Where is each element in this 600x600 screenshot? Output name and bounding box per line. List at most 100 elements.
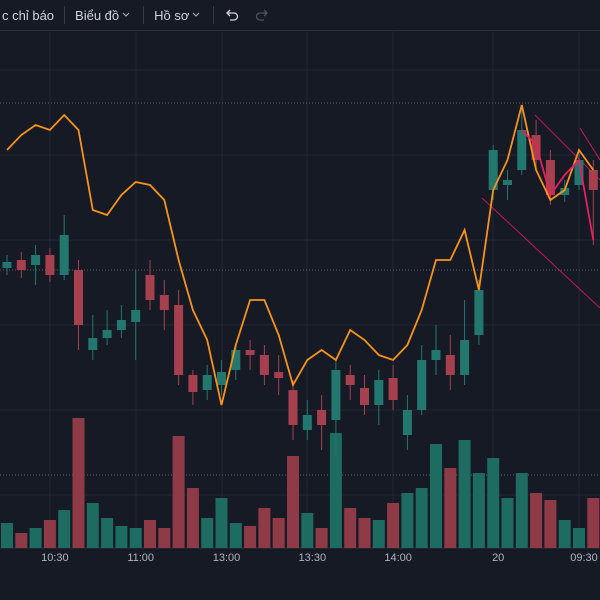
candle-body — [174, 305, 184, 375]
volume-bar — [301, 513, 314, 548]
candle-body — [374, 380, 384, 405]
indicator-line — [6, 104, 595, 406]
volume-bar — [415, 488, 428, 548]
volume-bar — [444, 468, 457, 548]
indicators-button[interactable]: c chỉ báo — [0, 0, 64, 30]
volume-bar — [501, 498, 514, 548]
separator — [143, 6, 145, 24]
candle-body — [202, 375, 212, 390]
trend-lines — [481, 114, 600, 309]
candle-body — [388, 378, 398, 400]
volume-bar — [201, 518, 214, 548]
volume-bar — [186, 488, 199, 548]
volume-bar — [387, 503, 400, 548]
volume-bar — [530, 493, 543, 548]
volume-bar — [86, 503, 99, 548]
label: Hồ sơ — [154, 7, 190, 23]
candle-body — [2, 262, 12, 268]
separator — [64, 6, 66, 24]
volume-bar — [515, 473, 528, 548]
candle-body — [545, 160, 555, 195]
candle-body — [74, 270, 83, 325]
candle-body — [503, 180, 512, 185]
candle-body — [16, 260, 26, 270]
volume-bar — [115, 526, 128, 548]
candle-body — [88, 338, 98, 350]
volume-bar — [587, 498, 600, 548]
volume-bar — [487, 458, 500, 548]
volume-bar — [229, 523, 242, 548]
volume-bar — [558, 520, 571, 548]
volume-bar — [287, 456, 299, 548]
chart: 10:30 11:00 13:00 13:30 14:00 20 09:30 — [0, 30, 600, 564]
candle-body — [116, 320, 126, 330]
undo[interactable] — [214, 0, 250, 30]
volume-bar — [401, 493, 414, 548]
candle-body — [145, 275, 155, 300]
volume-bar — [258, 508, 271, 548]
volume-bar — [244, 526, 257, 548]
chevron — [193, 12, 200, 17]
candle-body — [488, 150, 498, 190]
volume-bar — [344, 508, 357, 548]
candle-body — [331, 370, 341, 420]
candle-body — [159, 295, 169, 310]
candle-body — [131, 310, 141, 322]
candle-body — [517, 130, 527, 170]
x-tick-label: 11:00 — [127, 552, 154, 564]
candle-body — [188, 375, 198, 392]
candle-body — [245, 350, 255, 355]
volume-bar — [58, 510, 71, 548]
volume-bar — [29, 528, 42, 548]
redo[interactable] — [250, 0, 280, 30]
candle-body — [217, 372, 226, 385]
candle-body — [431, 350, 441, 360]
price-levels — [0, 102, 600, 476]
volume-bar — [1, 523, 13, 548]
x-tick-label: 20 — [492, 552, 504, 564]
volume-bar — [544, 500, 557, 548]
volume-bar — [72, 418, 85, 548]
x-tick-label: 13:00 — [213, 552, 241, 564]
volume-bar — [272, 518, 285, 548]
candle-body — [560, 188, 570, 195]
candle-body — [360, 388, 369, 405]
profile-menu[interactable]: Hồ sơ — [144, 0, 213, 30]
volume-bar — [472, 473, 485, 548]
volume-bar — [43, 520, 56, 548]
candle-body — [445, 355, 455, 375]
candle-body — [288, 390, 298, 425]
candle-body — [345, 375, 355, 385]
chart-menu[interactable]: Biểu đồ — [65, 0, 143, 30]
label: c chỉ báo — [2, 7, 55, 23]
toolbar: c chỉ báo Biểu đồ Hồ sơ — [0, 0, 600, 31]
candle-body — [59, 235, 69, 275]
volume-bar — [129, 528, 142, 548]
candle-body — [460, 340, 470, 375]
undo-icon — [226, 9, 239, 21]
x-tick-label: 13:30 — [299, 552, 327, 564]
candle-body — [574, 160, 584, 185]
label: Biểu đồ — [75, 7, 120, 23]
separator — [213, 6, 215, 24]
volume-bar — [372, 520, 385, 548]
candle-body — [588, 170, 598, 190]
x-tick-label: 09:30 — [570, 552, 598, 564]
volume-bar — [358, 518, 371, 548]
volume-bar — [101, 518, 114, 548]
candle-body — [474, 290, 484, 335]
candle-body — [31, 255, 41, 265]
volume-bar — [158, 528, 171, 548]
x-tick-label: 10:30 — [41, 552, 69, 564]
x-tick-label: 14:00 — [384, 552, 412, 564]
candle-body — [231, 350, 241, 370]
candle-body — [274, 372, 284, 378]
indicator-line — [521, 129, 595, 241]
candle-body — [302, 415, 312, 430]
candle-body — [402, 410, 412, 435]
candle-body — [259, 355, 269, 375]
volume-bar — [315, 528, 328, 548]
chevron — [122, 12, 130, 17]
candle-body — [45, 255, 55, 275]
